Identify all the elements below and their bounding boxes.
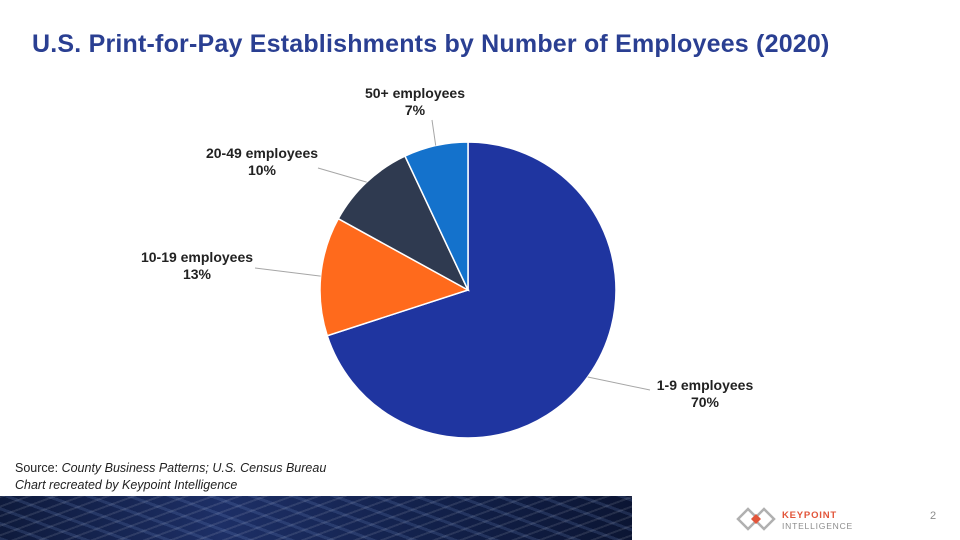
slice-value-2: 13% bbox=[183, 266, 212, 282]
leader-line-1 bbox=[587, 376, 651, 391]
slice-label-4: 50+ employees bbox=[365, 85, 465, 101]
source-line: Source: County Business Patterns; U.S. C… bbox=[15, 460, 326, 477]
page-number: 2 bbox=[930, 510, 937, 522]
pie-slice-4 bbox=[403, 141, 469, 291]
footer-bar: KEYPOINT INTELLIGENCE 2 bbox=[0, 496, 960, 540]
slice-label-1: 1-9 employees bbox=[657, 377, 754, 393]
keypoint-logo: KEYPOINT INTELLIGENCE bbox=[736, 504, 866, 534]
leader-line-4 bbox=[431, 119, 437, 146]
source-note: Source: County Business Patterns; U.S. C… bbox=[15, 460, 326, 494]
slice-value-3: 10% bbox=[248, 162, 277, 178]
source-text: County Business Patterns; U.S. Census Bu… bbox=[61, 461, 327, 475]
logo-text-intelligence: INTELLIGENCE bbox=[782, 521, 854, 531]
credit-line: Chart recreated by Keypoint Intelligence bbox=[15, 478, 238, 492]
pie-slice-3 bbox=[337, 155, 470, 292]
footer-decorative-band bbox=[0, 496, 632, 540]
slice-label-2: 10-19 employees bbox=[141, 249, 253, 265]
pie-slice-1 bbox=[326, 141, 617, 439]
source-prefix: Source: bbox=[15, 461, 62, 475]
leader-line-2 bbox=[254, 267, 321, 277]
slice-value-1: 70% bbox=[691, 394, 720, 410]
slice-value-4: 7% bbox=[405, 102, 426, 118]
pie-slice-2 bbox=[319, 217, 470, 337]
keypoint-logo-mark-icon bbox=[736, 507, 776, 531]
slice-label-3: 20-49 employees bbox=[206, 145, 318, 161]
leader-line-3 bbox=[317, 167, 367, 183]
page-title: U.S. Print-for-Pay Establishments by Num… bbox=[32, 30, 830, 58]
logo-text-keypoint: KEYPOINT bbox=[782, 510, 837, 521]
